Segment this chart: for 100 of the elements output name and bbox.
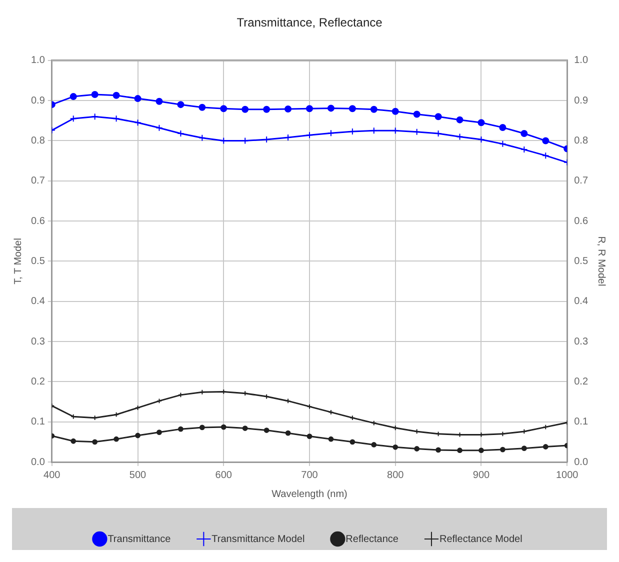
point (91, 113, 98, 120)
point (413, 110, 420, 118)
point (436, 447, 441, 453)
point (350, 439, 356, 445)
point (156, 98, 163, 105)
point (306, 105, 313, 112)
point (198, 134, 206, 142)
y2-tick-label: 0.5 (574, 256, 588, 267)
legend-label: Transmittance (108, 534, 172, 545)
point (392, 127, 399, 134)
point (542, 152, 550, 160)
x-tick-label: 600 (215, 470, 232, 481)
point (70, 115, 77, 122)
x-tick-label: 900 (472, 470, 490, 481)
y2-tick-label: 0.3 (574, 336, 588, 348)
point (328, 436, 334, 442)
point (413, 128, 420, 136)
point (112, 92, 120, 99)
point (521, 446, 527, 452)
point (114, 412, 119, 418)
chart-title: Transmittance, Reflectance (236, 16, 383, 30)
y-tick-label: 0.9 (30, 95, 46, 106)
point (156, 124, 163, 132)
y-tick-label: 0.1 (30, 416, 46, 428)
y2-tick-label: 0.4 (574, 296, 588, 308)
y2-tick-label: 0.1 (574, 416, 588, 428)
y2-tick-label: 0.6 (574, 216, 588, 227)
point (112, 115, 120, 122)
y-tick-label: 1.0 (30, 55, 46, 66)
legend-label: Transmittance Model (212, 534, 305, 545)
y-tick-label: 0.0 (30, 456, 46, 468)
point (392, 108, 399, 115)
point (392, 444, 398, 450)
y-tick-label: 0.5 (30, 256, 46, 267)
x-tick-label: 1000 (556, 470, 579, 481)
point (434, 113, 442, 120)
y2-tick-label: 0.8 (574, 135, 588, 146)
y-tick-label: 0.6 (30, 216, 46, 227)
point (456, 116, 464, 124)
point (306, 132, 313, 139)
point (220, 105, 228, 112)
point (199, 424, 205, 430)
point (327, 104, 334, 112)
point (520, 146, 528, 154)
x-axis-title: Wavelength (nm) (272, 488, 348, 500)
y2-tick-label: 0.2 (574, 376, 588, 388)
y-axis-title: T, T Model (12, 238, 24, 284)
point (156, 430, 162, 435)
point (178, 426, 184, 432)
point (177, 101, 184, 108)
point (178, 392, 184, 398)
point (70, 438, 76, 444)
point (456, 133, 464, 140)
y2-tick-label: 0.0 (574, 456, 588, 468)
point (478, 448, 484, 454)
point (134, 95, 142, 102)
point (520, 130, 528, 137)
point (457, 448, 462, 454)
y2-tick-label: 1.0 (574, 55, 588, 66)
legend-label: Reflectance Model (439, 534, 522, 545)
y2-tick-label: 0.9 (574, 95, 588, 106)
point (134, 119, 142, 126)
point (436, 431, 441, 437)
point (135, 432, 140, 438)
point (91, 91, 98, 98)
point (414, 446, 420, 452)
point (135, 405, 140, 410)
point (220, 424, 226, 430)
y-tick-label: 0.7 (30, 176, 46, 187)
point (371, 442, 377, 448)
point (70, 93, 77, 100)
point (92, 439, 98, 445)
point (500, 446, 506, 452)
point (370, 106, 378, 113)
point (198, 104, 206, 111)
x-tick-label: 800 (387, 470, 404, 481)
point (478, 136, 485, 144)
point (392, 425, 398, 431)
y-tick-label: 0.4 (30, 296, 46, 308)
point (284, 105, 292, 112)
point (499, 140, 506, 148)
y-tick-label: 0.8 (30, 135, 46, 146)
x-tick-label: 700 (301, 470, 318, 481)
x-tick-label: 400 (44, 470, 61, 481)
point (327, 130, 334, 137)
point (542, 137, 550, 144)
point (478, 119, 485, 126)
legend-label: Reflectance (346, 534, 399, 545)
point (242, 426, 248, 431)
point (306, 434, 312, 439)
point (264, 428, 270, 433)
point (500, 431, 506, 437)
x-tick-label: 500 (129, 470, 147, 481)
point (348, 105, 356, 112)
point (177, 130, 184, 137)
point (542, 424, 548, 430)
point (542, 444, 548, 450)
y-tick-label: 0.3 (30, 336, 46, 348)
point (263, 106, 270, 113)
point (499, 124, 506, 131)
